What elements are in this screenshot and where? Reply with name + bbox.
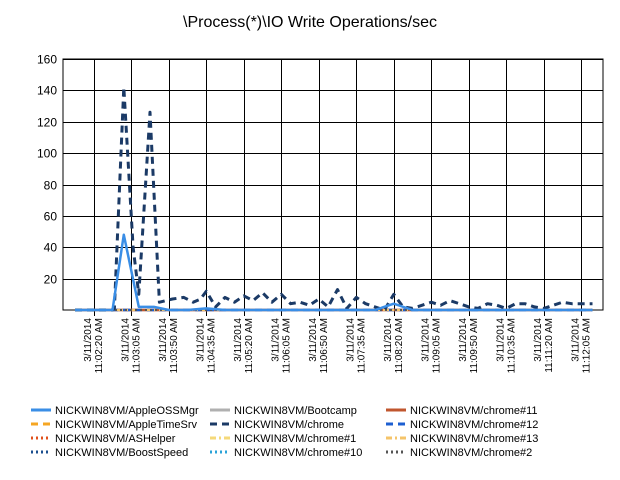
- x-tick-label: 3/11/2014 11:05:20 AM: [233, 318, 255, 374]
- x-tick-label-line: 11:03:05 AM: [131, 318, 142, 373]
- x-tick-label-line: 11:09:05 AM: [431, 318, 442, 373]
- x-tick-label-line: 3/11/2014: [270, 318, 281, 362]
- x-tick-label: 3/11/2014 11:12:05 AM: [570, 318, 592, 374]
- x-tick-label-line: 3/11/2014: [158, 318, 169, 362]
- legend: NICKWIN8VM/AppleOSSMgr NICKWIN8VM/AppleTi…: [31, 405, 538, 459]
- x-tick-label: 3/11/2014 11:11:20 AM: [533, 318, 555, 373]
- x-tick-label: 3/11/2014 11:09:50 AM: [458, 318, 480, 374]
- x-tick-label-line: 11:11:20 AM: [544, 318, 555, 373]
- x-tick-label: 3/11/2014 11:06:05 AM: [270, 318, 292, 374]
- x-tick-label-line: 3/11/2014: [120, 318, 131, 362]
- x-tick-label-line: 11:04:35 AM: [206, 318, 217, 373]
- x-tick-label-line: 3/11/2014: [570, 318, 581, 362]
- y-tick-label: 60: [44, 210, 58, 224]
- legend-label: NICKWIN8VM/AppleOSSMgr: [55, 405, 199, 417]
- x-tick-label-line: 11:05:20 AM: [244, 318, 255, 373]
- x-tick-label-line: 3/11/2014: [458, 318, 469, 362]
- legend-label: NICKWIN8VM/chrome#12: [410, 419, 538, 431]
- x-tick-label-line: 11:06:05 AM: [281, 318, 292, 373]
- x-tick-label-line: 3/11/2014: [83, 318, 94, 362]
- x-tick-label-line: 3/11/2014: [345, 318, 356, 362]
- plot-frame: [62, 58, 604, 311]
- x-tick-label-line: 3/11/2014: [233, 318, 244, 362]
- x-tick-label-line: 11:03:50 AM: [169, 318, 180, 373]
- x-tick-label-line: 3/11/2014: [308, 318, 319, 362]
- y-tick-label: 120: [37, 116, 57, 130]
- x-tick-label-line: 11:02:20 AM: [94, 318, 105, 373]
- x-tick-label-line: 3/11/2014: [495, 318, 506, 362]
- x-tick-label: 3/11/2014 11:03:05 AM: [120, 318, 142, 374]
- series-line: [75, 85, 593, 312]
- legend-label: NICKWIN8VM/AppleTimeSrv: [55, 419, 198, 431]
- x-tick-label: 3/11/2014 11:09:05 AM: [420, 318, 442, 374]
- x-tick-label-line: 3/11/2014: [533, 318, 544, 362]
- x-tick-label-line: 11:09:50 AM: [469, 318, 480, 373]
- x-tick-label-line: 3/11/2014: [420, 318, 431, 362]
- x-axis: 3/11/2014 11:02:20 AM 3/11/2014 11:03:05 AM…: [83, 318, 593, 374]
- y-tick-label: 160: [37, 53, 57, 67]
- legend-label: NICKWIN8VM/chrome#11: [410, 405, 538, 417]
- y-tick-label: 100: [37, 147, 57, 161]
- y-tick-label: 140: [37, 84, 57, 98]
- x-tick-label-line: 11:10:35 AM: [506, 318, 517, 373]
- x-tick-label-line: 11:06:50 AM: [319, 318, 330, 373]
- y-tick-label: 40: [44, 241, 58, 255]
- y-tick-label: 80: [44, 179, 58, 193]
- x-tick-label: 3/11/2014 11:07:35 AM: [345, 318, 367, 374]
- x-tick-label: 3/11/2014 11:06:50 AM: [308, 318, 330, 374]
- series-line: [75, 233, 593, 312]
- x-tick-label-line: 3/11/2014: [195, 318, 206, 362]
- x-tick-label: 3/11/2014 11:10:35 AM: [495, 318, 517, 374]
- chart-title: \Process(*)\IO Write Operations/sec: [183, 14, 437, 31]
- legend-label: NICKWIN8VM/chrome#2: [410, 447, 532, 459]
- legend-label: NICKWIN8VM/chrome: [234, 419, 344, 431]
- x-tick-label-line: 11:07:35 AM: [356, 318, 367, 373]
- x-tick-label: 3/11/2014 11:08:20 AM: [383, 318, 405, 374]
- x-tick-label: 3/11/2014 11:04:35 AM: [195, 318, 217, 374]
- y-axis: 20 40 60 80 100 120 140 160: [37, 53, 57, 287]
- x-tick-label-line: 11:08:20 AM: [394, 318, 405, 373]
- legend-label: NICKWIN8VM/chrome#1: [234, 433, 356, 445]
- legend-label: NICKWIN8VM/ASHelper: [55, 433, 176, 445]
- legend-label: NICKWIN8VM/chrome#13: [410, 433, 538, 445]
- legend-label: NICKWIN8VM/BoostSpeed: [55, 447, 188, 459]
- y-tick-label: 20: [44, 273, 58, 287]
- legend-label: NICKWIN8VM/Bootcamp: [234, 405, 357, 417]
- x-tick-label-line: 3/11/2014: [383, 318, 394, 362]
- x-tick-label: 3/11/2014 11:03:50 AM: [158, 318, 180, 374]
- series-lines: [75, 85, 593, 312]
- x-tick-label: 3/11/2014 11:02:20 AM: [83, 318, 105, 374]
- legend-label: NICKWIN8VM/chrome#10: [234, 447, 362, 459]
- x-tick-label-line: 11:12:05 AM: [581, 318, 592, 373]
